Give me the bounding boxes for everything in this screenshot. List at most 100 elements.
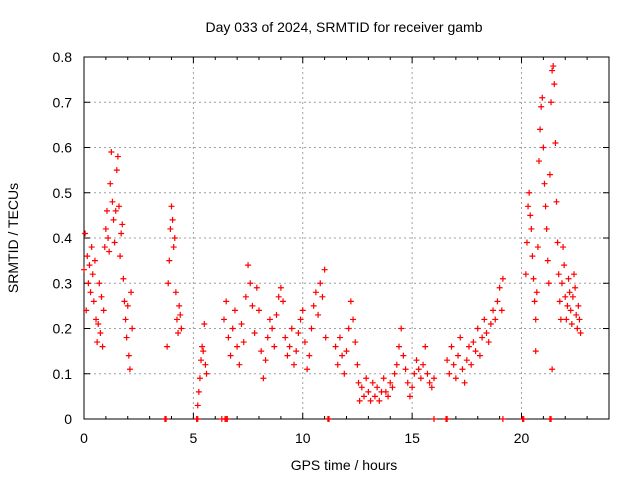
data-point bbox=[576, 316, 583, 323]
data-point bbox=[97, 330, 104, 337]
data-point bbox=[498, 307, 505, 314]
data-point bbox=[238, 320, 245, 327]
data-point bbox=[124, 302, 131, 309]
data-point bbox=[532, 316, 539, 323]
data-point bbox=[85, 280, 92, 287]
data-point bbox=[347, 298, 354, 305]
x-tick-label: 10 bbox=[295, 430, 311, 446]
data-point bbox=[112, 207, 119, 214]
data-point bbox=[452, 375, 459, 382]
data-point bbox=[566, 289, 573, 296]
data-point bbox=[556, 298, 563, 305]
data-point bbox=[565, 275, 572, 282]
data-point bbox=[199, 343, 206, 350]
data-point bbox=[398, 325, 405, 332]
data-point bbox=[288, 325, 295, 332]
y-tick-label: 0.8 bbox=[53, 49, 73, 65]
data-point bbox=[492, 316, 499, 323]
data-point bbox=[409, 384, 416, 391]
data-point bbox=[468, 361, 475, 368]
data-point bbox=[253, 284, 260, 291]
data-point bbox=[260, 375, 267, 382]
x-axis-label: GPS time / hours bbox=[291, 457, 398, 473]
data-point bbox=[352, 339, 359, 346]
data-point bbox=[538, 103, 545, 110]
data-point bbox=[355, 379, 362, 386]
data-point bbox=[548, 99, 555, 106]
data-point bbox=[119, 221, 126, 228]
data-point bbox=[167, 225, 174, 232]
data-point bbox=[339, 352, 346, 359]
data-point bbox=[472, 348, 479, 355]
data-point bbox=[382, 388, 389, 395]
data-point bbox=[95, 320, 102, 327]
data-point bbox=[173, 316, 180, 323]
data-point bbox=[282, 334, 289, 341]
data-point bbox=[129, 325, 136, 332]
data-point bbox=[571, 271, 577, 278]
data-point bbox=[175, 330, 182, 337]
data-point bbox=[121, 298, 128, 305]
y-tick-label: 0.1 bbox=[53, 366, 73, 382]
data-point bbox=[549, 67, 556, 74]
data-point bbox=[499, 416, 506, 422]
data-point bbox=[194, 402, 201, 409]
data-point bbox=[113, 167, 120, 174]
data-point bbox=[444, 357, 451, 364]
y-tick-label: 0.2 bbox=[53, 321, 73, 337]
data-point bbox=[550, 63, 557, 70]
data-point bbox=[455, 352, 462, 359]
data-point bbox=[202, 361, 209, 368]
data-point bbox=[402, 366, 409, 373]
y-tick-label: 0.4 bbox=[53, 230, 73, 246]
data-point bbox=[116, 203, 122, 210]
y-tick-label: 0.7 bbox=[53, 94, 73, 110]
data-point bbox=[422, 343, 429, 350]
data-point bbox=[549, 366, 556, 373]
data-point bbox=[481, 316, 488, 323]
data-point bbox=[176, 302, 183, 309]
data-point bbox=[128, 289, 135, 296]
data-point bbox=[345, 325, 352, 332]
data-point bbox=[273, 311, 280, 318]
data-point bbox=[415, 366, 422, 373]
data-point bbox=[479, 334, 486, 341]
data-point bbox=[540, 144, 547, 151]
data-point bbox=[223, 298, 230, 305]
data-point bbox=[109, 198, 116, 205]
data-point bbox=[539, 94, 546, 101]
data-point bbox=[195, 388, 202, 395]
data-point bbox=[322, 334, 329, 341]
data-point bbox=[332, 343, 339, 350]
data-point bbox=[236, 361, 243, 368]
data-point bbox=[221, 316, 227, 323]
data-point bbox=[247, 280, 254, 287]
data-point bbox=[523, 239, 530, 246]
data-point bbox=[102, 225, 109, 232]
data-point bbox=[560, 244, 567, 251]
data-point bbox=[341, 370, 348, 377]
data-point bbox=[240, 339, 247, 346]
data-point bbox=[431, 416, 437, 422]
data-point bbox=[534, 244, 541, 251]
data-point bbox=[499, 275, 506, 282]
data-point bbox=[234, 343, 241, 350]
data-point bbox=[343, 348, 350, 355]
data-point bbox=[376, 397, 383, 404]
data-point bbox=[262, 357, 269, 364]
data-point bbox=[83, 307, 90, 314]
data-point bbox=[536, 158, 542, 165]
data-points bbox=[81, 63, 584, 422]
data-point bbox=[404, 379, 411, 386]
data-point bbox=[448, 343, 455, 350]
data-point bbox=[387, 379, 394, 386]
data-point bbox=[544, 257, 551, 264]
data-point bbox=[310, 302, 317, 309]
data-point bbox=[163, 416, 170, 422]
data-point bbox=[393, 361, 400, 368]
data-point bbox=[562, 293, 569, 300]
data-point bbox=[369, 379, 376, 386]
data-point bbox=[444, 416, 451, 422]
data-point bbox=[558, 280, 565, 287]
data-point bbox=[568, 320, 575, 327]
